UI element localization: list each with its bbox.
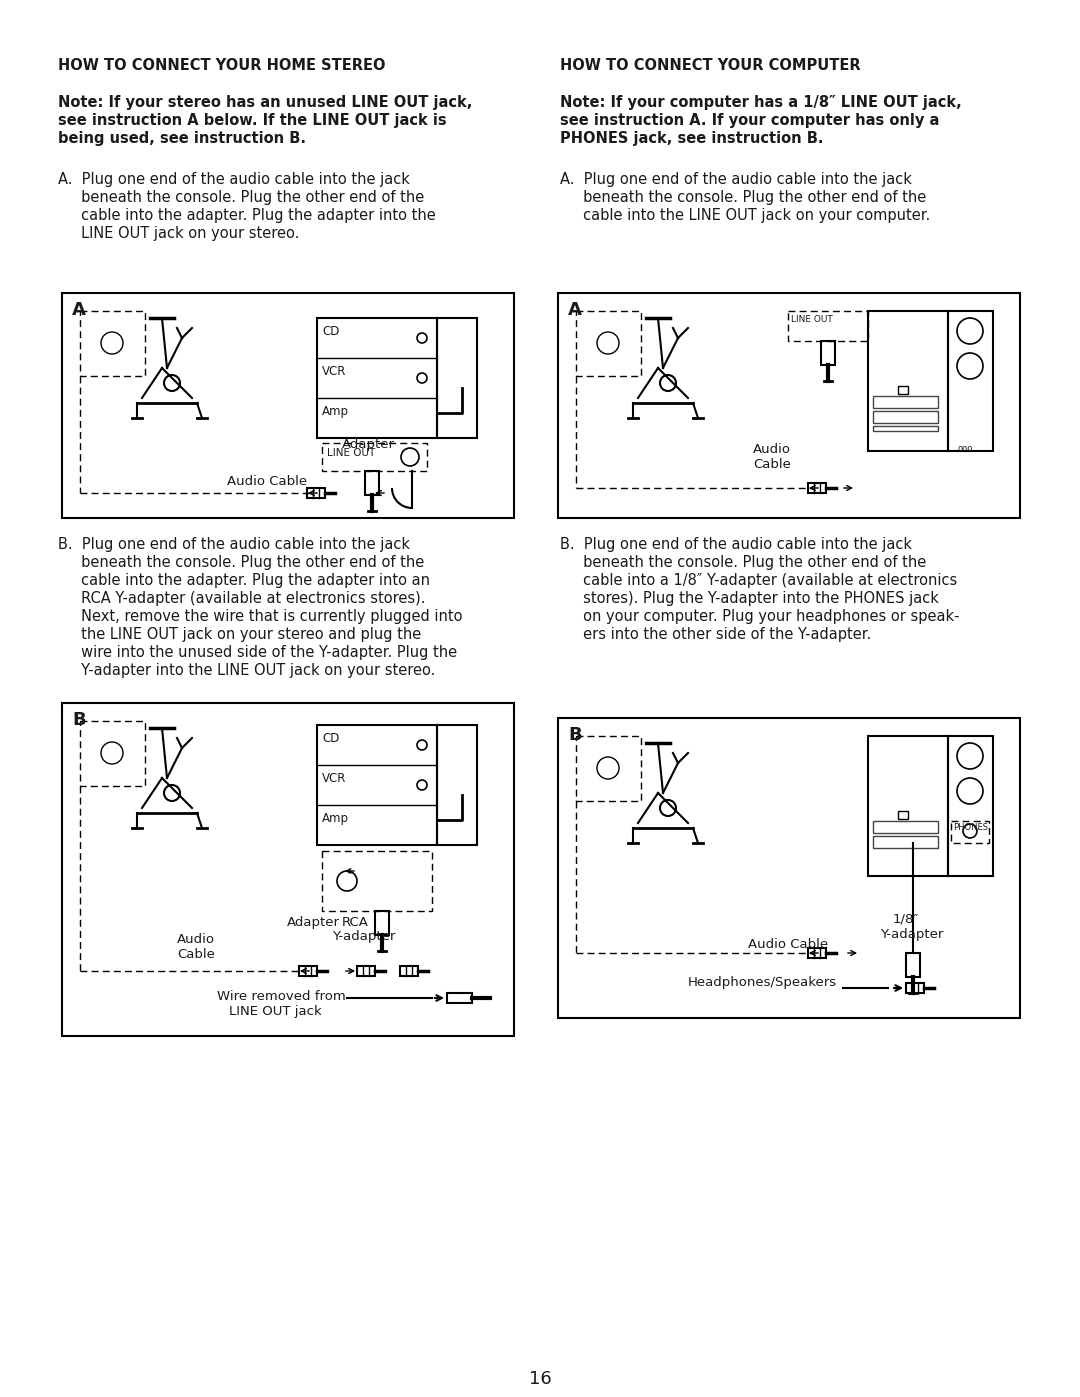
Text: cable into the adapter. Plug the adapter into the: cable into the adapter. Plug the adapter…	[58, 208, 435, 224]
Text: stores). Plug the Y-adapter into the PHONES jack: stores). Plug the Y-adapter into the PHO…	[561, 591, 939, 606]
Text: CD: CD	[322, 732, 339, 745]
Text: PHONES jack, see instruction B.: PHONES jack, see instruction B.	[561, 131, 824, 147]
Text: HOW TO CONNECT YOUR HOME STEREO: HOW TO CONNECT YOUR HOME STEREO	[58, 59, 386, 73]
Text: Note: If your computer has a 1/8″ LINE OUT jack,: Note: If your computer has a 1/8″ LINE O…	[561, 95, 962, 110]
Text: Cable: Cable	[753, 458, 791, 471]
Text: Amp: Amp	[322, 812, 349, 826]
Text: A: A	[568, 300, 582, 319]
Text: 16: 16	[528, 1370, 552, 1389]
Text: A.  Plug one end of the audio cable into the jack: A. Plug one end of the audio cable into …	[561, 172, 912, 187]
Text: A.  Plug one end of the audio cable into the jack: A. Plug one end of the audio cable into …	[58, 172, 410, 187]
Text: B.  Plug one end of the audio cable into the jack: B. Plug one end of the audio cable into …	[561, 536, 912, 552]
Text: A: A	[72, 300, 86, 319]
Text: B: B	[72, 711, 85, 729]
Text: see instruction A below. If the LINE OUT jack is: see instruction A below. If the LINE OUT…	[58, 113, 447, 129]
Text: ooo: ooo	[958, 444, 973, 453]
Text: LINE OUT jack: LINE OUT jack	[229, 1004, 322, 1018]
Text: Y-adapter: Y-adapter	[332, 930, 395, 943]
Text: being used, see instruction B.: being used, see instruction B.	[58, 131, 306, 147]
Text: Y-adapter: Y-adapter	[880, 928, 943, 942]
Text: VCR: VCR	[322, 365, 347, 379]
Text: wire into the unused side of the Y-adapter. Plug the: wire into the unused side of the Y-adapt…	[58, 645, 457, 659]
Text: ers into the other side of the Y-adapter.: ers into the other side of the Y-adapter…	[561, 627, 872, 643]
Text: Audio: Audio	[177, 933, 215, 946]
Text: cable into the LINE OUT jack on your computer.: cable into the LINE OUT jack on your com…	[561, 208, 930, 224]
Text: the LINE OUT jack on your stereo and plug the: the LINE OUT jack on your stereo and plu…	[58, 627, 421, 643]
Text: beneath the console. Plug the other end of the: beneath the console. Plug the other end …	[58, 555, 424, 570]
Text: VCR: VCR	[322, 773, 347, 785]
Text: LINE OUT: LINE OUT	[791, 314, 833, 324]
Text: Adapter: Adapter	[287, 916, 340, 929]
Text: Audio: Audio	[753, 443, 791, 455]
Text: cable into the adapter. Plug the adapter into an: cable into the adapter. Plug the adapter…	[58, 573, 430, 588]
Text: Adapter: Adapter	[342, 439, 395, 451]
Text: Note: If your stereo has an unused LINE OUT jack,: Note: If your stereo has an unused LINE …	[58, 95, 472, 110]
Text: on your computer. Plug your headphones or speak-: on your computer. Plug your headphones o…	[561, 609, 959, 624]
Text: beneath the console. Plug the other end of the: beneath the console. Plug the other end …	[561, 190, 927, 205]
Text: RCA Y-adapter (available at electronics stores).: RCA Y-adapter (available at electronics …	[58, 591, 426, 606]
Text: LINE OUT: LINE OUT	[327, 448, 375, 458]
Text: Audio Cable: Audio Cable	[748, 937, 828, 951]
Text: Amp: Amp	[322, 405, 349, 418]
Text: HOW TO CONNECT YOUR COMPUTER: HOW TO CONNECT YOUR COMPUTER	[561, 59, 861, 73]
Text: Next, remove the wire that is currently plugged into: Next, remove the wire that is currently …	[58, 609, 462, 624]
Text: Y-adapter into the LINE OUT jack on your stereo.: Y-adapter into the LINE OUT jack on your…	[58, 664, 435, 678]
Text: Audio Cable: Audio Cable	[227, 475, 307, 488]
Text: PHONES: PHONES	[953, 823, 988, 833]
Text: beneath the console. Plug the other end of the: beneath the console. Plug the other end …	[58, 190, 424, 205]
Text: 1/8″: 1/8″	[893, 914, 919, 926]
Text: beneath the console. Plug the other end of the: beneath the console. Plug the other end …	[561, 555, 927, 570]
Text: RCA: RCA	[342, 916, 369, 929]
Text: B: B	[568, 726, 582, 745]
Text: Cable: Cable	[177, 949, 215, 961]
Text: LINE OUT jack on your stereo.: LINE OUT jack on your stereo.	[58, 226, 299, 242]
Text: see instruction A. If your computer has only a: see instruction A. If your computer has …	[561, 113, 940, 129]
Text: CD: CD	[322, 326, 339, 338]
Text: cable into a 1/8″ Y-adapter (available at electronics: cable into a 1/8″ Y-adapter (available a…	[561, 573, 957, 588]
Text: B.  Plug one end of the audio cable into the jack: B. Plug one end of the audio cable into …	[58, 536, 410, 552]
Text: Headphones/Speakers: Headphones/Speakers	[688, 977, 837, 989]
Text: Wire removed from: Wire removed from	[217, 990, 346, 1003]
